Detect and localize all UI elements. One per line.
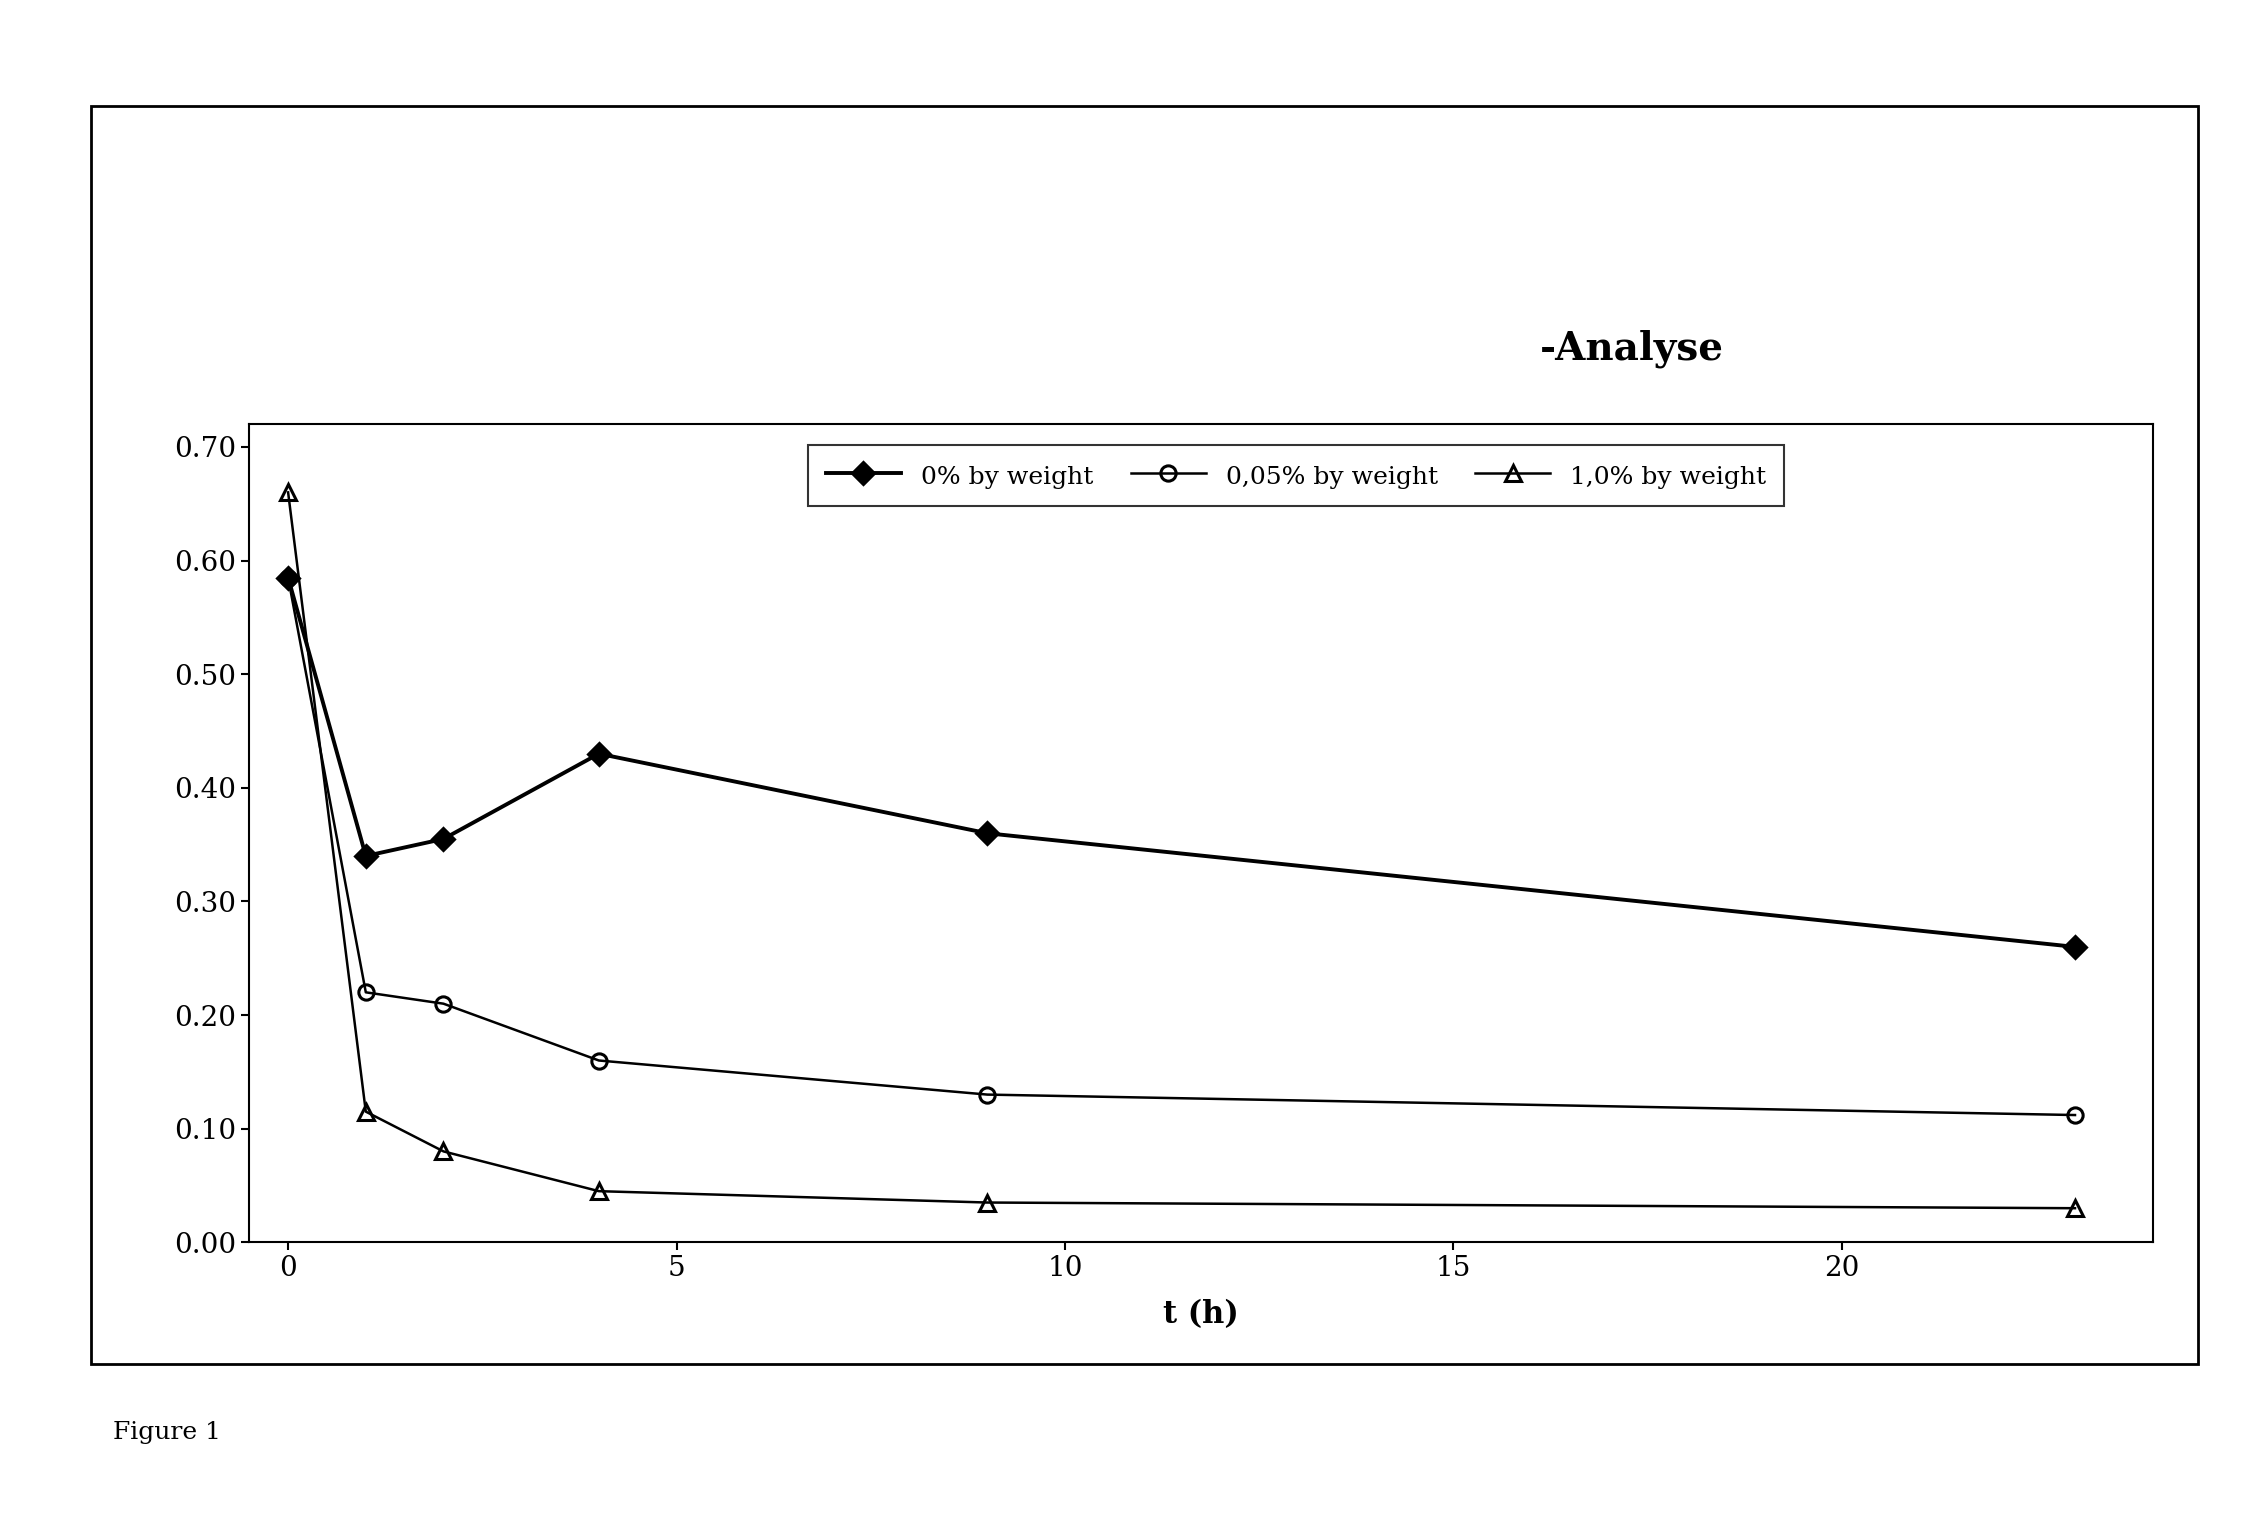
1,0% by weight <box>351 1103 378 1121</box>
0,05% by weight <box>274 568 301 586</box>
Line: 1,0% by weight: 1,0% by weight <box>279 483 2082 1217</box>
1,0% by weight <box>974 1194 1002 1212</box>
0,05% by weight <box>431 995 458 1014</box>
0% by weight <box>431 830 458 848</box>
0,05% by weight <box>974 1085 1002 1103</box>
Text: Figure 1: Figure 1 <box>113 1421 222 1444</box>
1,0% by weight <box>585 1182 612 1200</box>
Line: 0% by weight: 0% by weight <box>281 570 2082 954</box>
0% by weight <box>585 745 612 764</box>
0% by weight <box>274 568 301 586</box>
1,0% by weight <box>274 483 301 501</box>
0,05% by weight <box>351 983 378 1001</box>
1,0% by weight <box>2062 1200 2089 1218</box>
0% by weight <box>974 824 1002 842</box>
Line: 0,05% by weight: 0,05% by weight <box>281 570 2082 1123</box>
0,05% by weight <box>585 1051 612 1070</box>
0,05% by weight <box>2062 1106 2089 1124</box>
1,0% by weight <box>431 1142 458 1160</box>
Legend: 0% by weight, 0,05% by weight, 1,0% by weight: 0% by weight, 0,05% by weight, 1,0% by w… <box>809 445 1783 506</box>
0% by weight <box>351 847 378 865</box>
0% by weight <box>2062 938 2089 956</box>
X-axis label: t (h): t (h) <box>1162 1300 1240 1330</box>
Text: -Analyse: -Analyse <box>1539 329 1724 368</box>
